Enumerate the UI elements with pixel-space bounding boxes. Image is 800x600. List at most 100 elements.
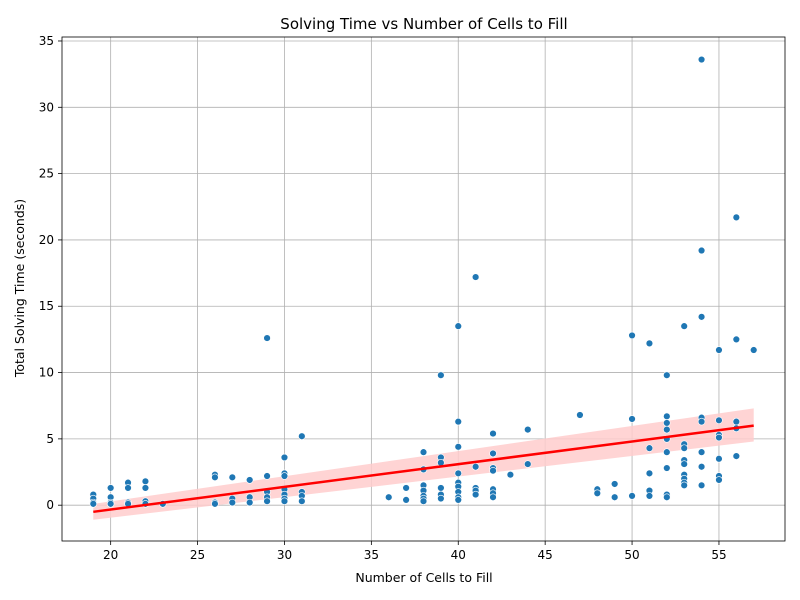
scatter-point	[628, 415, 636, 423]
scatter-point	[489, 467, 497, 475]
scatter-point	[437, 484, 445, 492]
scatter-point	[524, 425, 532, 434]
plot-frame	[61, 36, 786, 542]
scatter-point	[437, 371, 445, 379]
x-tick-label: 45	[538, 548, 553, 562]
scatter-point	[437, 494, 445, 503]
scatter-point	[263, 497, 271, 505]
y-tick-label: 5	[46, 432, 54, 446]
x-tick-label: 35	[364, 548, 379, 562]
scatter-point	[645, 492, 654, 500]
scatter-point	[593, 489, 601, 497]
scatter-point	[663, 493, 671, 501]
scatter-point	[419, 497, 428, 505]
scatter-point	[402, 484, 410, 492]
x-tick-label: 50	[624, 548, 639, 562]
scatter-point	[645, 339, 654, 348]
scatter-point	[298, 432, 306, 440]
scatter-point	[246, 476, 254, 484]
scatter-point	[715, 433, 723, 442]
scatter-point	[715, 455, 723, 463]
scatter-point	[298, 497, 306, 505]
y-tick-label: 10	[39, 366, 54, 380]
scatter-point	[697, 463, 706, 471]
scatter-point	[489, 429, 497, 438]
scatter-point	[246, 498, 254, 507]
scatter-point	[106, 500, 115, 508]
scatter-point	[715, 476, 723, 484]
scatter-point	[419, 448, 428, 456]
scatter-point	[454, 443, 462, 451]
scatter-point	[732, 213, 741, 222]
confidence-band	[93, 408, 754, 520]
scatter-point	[228, 498, 237, 507]
scatter-point	[471, 273, 480, 281]
scatter-point	[645, 444, 654, 452]
scatter-point	[680, 444, 688, 452]
scatter-point	[610, 493, 619, 501]
scatter-point	[715, 416, 723, 425]
regression-layer	[93, 424, 754, 514]
scatter-point	[663, 419, 671, 427]
scatter-point	[124, 484, 132, 492]
scatter-point	[471, 463, 480, 471]
y-axis-ticks: 0 5 10 15 20 25 30 35	[39, 34, 62, 512]
scatter-point	[454, 417, 462, 426]
scatter-point	[715, 346, 723, 354]
scatter-point	[280, 497, 289, 505]
scatter-point	[680, 460, 688, 468]
scatter-point	[697, 313, 706, 321]
scatter-point	[663, 464, 671, 472]
scatter-point	[663, 371, 671, 379]
scatter-point	[732, 452, 741, 460]
x-tick-label: 25	[190, 548, 205, 562]
scatter-point	[697, 55, 706, 64]
scatter-point	[402, 496, 410, 504]
scatter-point	[211, 473, 219, 482]
scatter-point	[697, 417, 706, 426]
scatter-point	[697, 481, 706, 489]
chart-title: Solving Time vs Number of Cells to Fill	[280, 15, 567, 33]
scatter-point	[489, 449, 497, 458]
scatter-point	[732, 417, 741, 426]
scatter-point	[89, 500, 97, 508]
scatter-point	[489, 493, 497, 501]
y-tick-label: 15	[39, 299, 54, 313]
scatter-point	[454, 496, 462, 504]
x-tick-label: 30	[277, 548, 292, 562]
scatter-point	[228, 473, 237, 482]
scatter-point	[663, 425, 671, 434]
x-tick-label: 55	[711, 548, 726, 562]
confidence-band-layer	[93, 408, 754, 520]
scatter-point	[645, 469, 654, 478]
scatter-point	[628, 492, 636, 500]
scatter-point	[454, 469, 462, 478]
scatter-point	[697, 246, 706, 255]
scatter-point	[628, 331, 636, 340]
scatter-point	[610, 480, 619, 488]
scatter-point	[280, 472, 289, 480]
y-axis-label: Total Solving Time (seconds)	[12, 199, 27, 378]
scatter-point	[471, 490, 480, 499]
regression-line	[93, 424, 754, 514]
y-tick-label: 0	[46, 498, 54, 512]
scatter-point	[211, 500, 219, 508]
scatter-point	[106, 484, 115, 492]
scatter-point	[697, 448, 706, 456]
y-tick-label: 20	[39, 233, 54, 247]
scatter-point	[663, 448, 671, 456]
y-tick-label: 25	[39, 167, 54, 181]
scatter-point	[576, 411, 584, 419]
scatter-point	[454, 322, 462, 330]
scatter-point	[141, 484, 150, 492]
scatter-point	[506, 470, 515, 479]
x-axis-label: Number of Cells to Fill	[355, 570, 492, 585]
scatter-point	[663, 412, 671, 421]
scatter-point	[524, 460, 532, 468]
y-tick-label: 30	[39, 100, 54, 114]
scatter-point	[680, 481, 688, 489]
grid	[62, 37, 785, 541]
scatter-point	[732, 335, 741, 344]
scatter-point	[750, 346, 758, 354]
